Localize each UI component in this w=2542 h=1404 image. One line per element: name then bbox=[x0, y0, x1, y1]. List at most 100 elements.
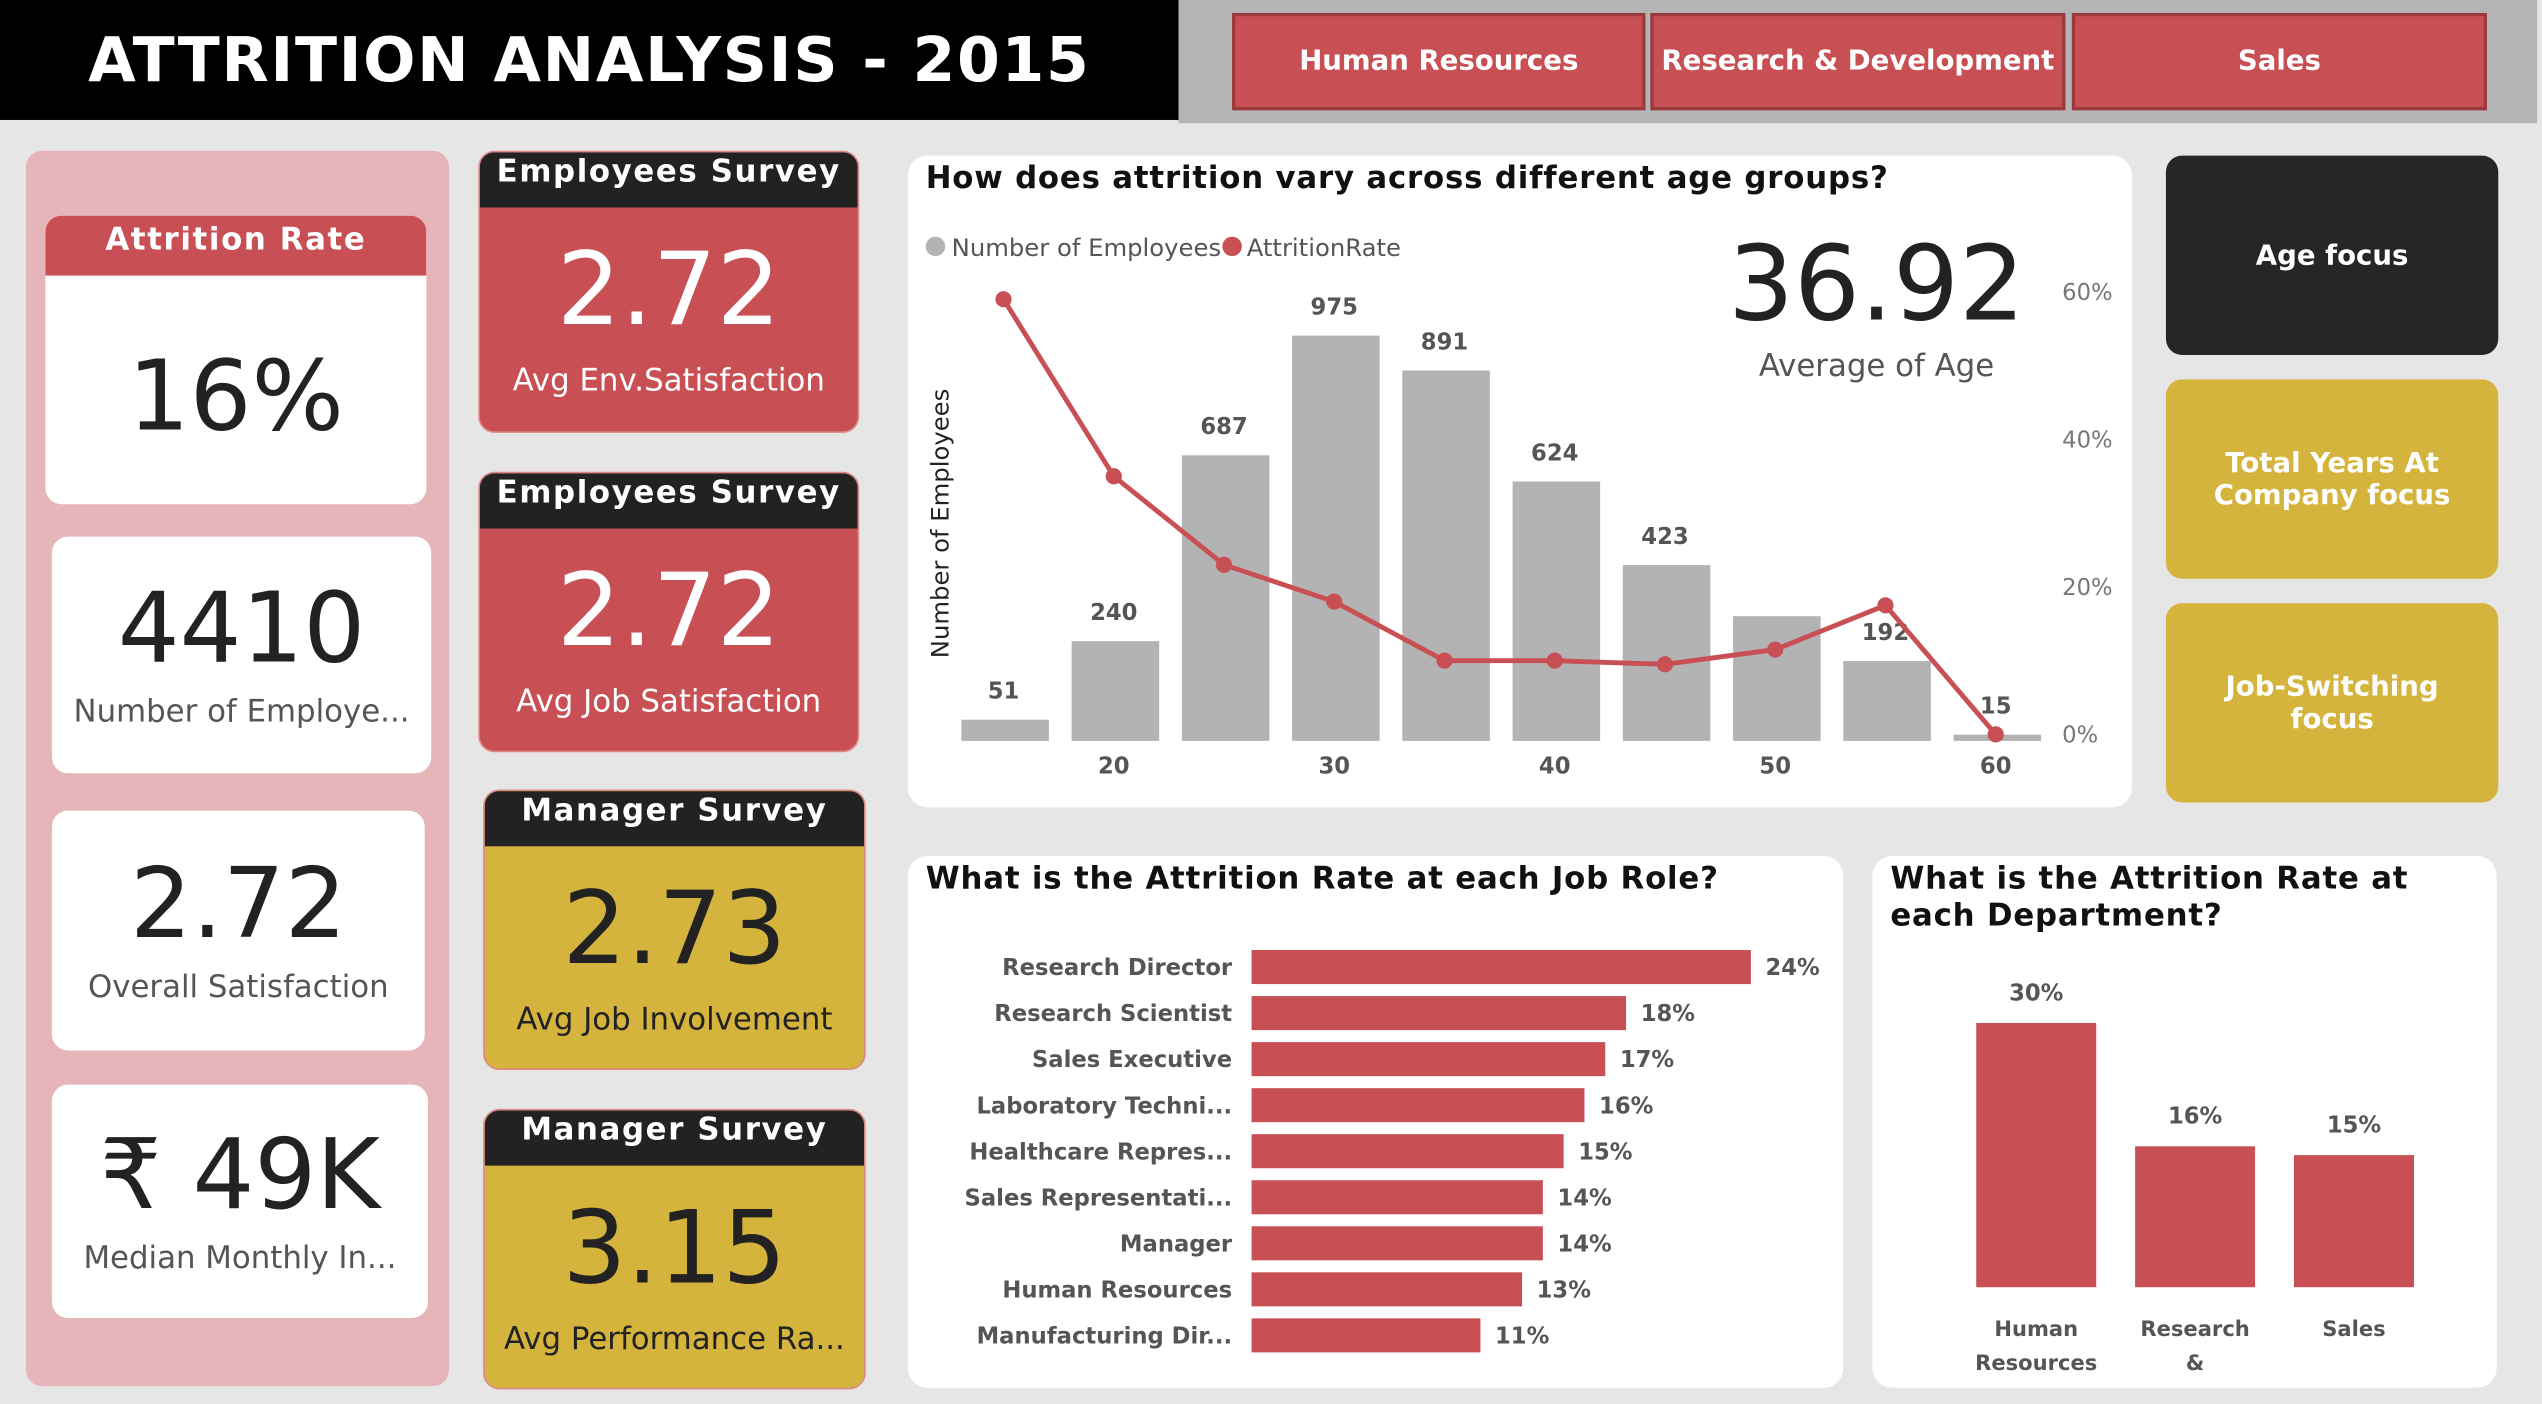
average-age-value: 36.92 bbox=[1728, 225, 2026, 346]
bar-data-label: 687 bbox=[1200, 414, 1247, 440]
job-role-label: Laboratory Techni... bbox=[976, 1093, 1232, 1119]
average-age-card: 36.92 Average of Age bbox=[1686, 225, 2067, 385]
attrition-rate-point bbox=[1436, 652, 1453, 669]
job-satisfaction-card: Employees Survey 2.72 Avg Job Satisfactio… bbox=[478, 471, 860, 753]
income-label: Median Monthly In... bbox=[83, 1240, 397, 1276]
job-role-data-label: 24% bbox=[1765, 955, 1820, 981]
attrition-rate-point bbox=[1767, 641, 1784, 658]
right-axis-tick: 60% bbox=[2062, 280, 2112, 306]
job-role-label: Manager bbox=[1120, 1231, 1233, 1257]
attrition-rate-title: Attrition Rate bbox=[45, 215, 427, 276]
legend-marker-employees bbox=[925, 236, 946, 257]
age-focus-button[interactable]: Age focus bbox=[2165, 155, 2499, 356]
job-role-label: Sales Representati... bbox=[965, 1185, 1233, 1211]
employee-bar bbox=[1843, 661, 1931, 741]
page-title: ATTRITION ANALYSIS - 2015 bbox=[0, 0, 1179, 120]
attrition-rate-point bbox=[995, 291, 1012, 308]
employees-label: Number of Employe... bbox=[73, 693, 410, 730]
job-role-bar bbox=[1251, 1088, 1585, 1123]
survey-header: Manager Survey bbox=[484, 791, 865, 847]
employee-bar bbox=[1071, 641, 1160, 741]
department-category-label: & bbox=[2186, 1350, 2204, 1375]
department-category-label: Research bbox=[2140, 1316, 2249, 1341]
employees-card: 4410 Number of Employe... bbox=[51, 536, 432, 774]
y-axis-label: Number of Employees bbox=[925, 389, 954, 658]
attrition-rate-point bbox=[1546, 652, 1563, 669]
job-role-data-label: 18% bbox=[1641, 1001, 1696, 1027]
legend-label-attrition: AttritionRate bbox=[1247, 233, 1401, 262]
job-role-data-label: 14% bbox=[1557, 1231, 1612, 1257]
department-chart: 30% Human Resources 16% Research & 15% Sales bbox=[1975, 980, 2414, 1375]
job-switching-focus-button[interactable]: Job-Switching focus bbox=[2165, 603, 2499, 803]
attrition-rate-point bbox=[1656, 656, 1674, 673]
job-role-data-label: 17% bbox=[1620, 1047, 1675, 1073]
job-role-data-label: 13% bbox=[1537, 1277, 1592, 1303]
nav-sales-button[interactable]: Sales bbox=[2071, 12, 2487, 111]
job-role-data-label: 15% bbox=[1578, 1139, 1633, 1165]
x-tick-label: 20 bbox=[1098, 753, 1130, 779]
attrition-rate-card: Attrition Rate 16% bbox=[45, 215, 427, 505]
job-role-label: Research Director bbox=[1002, 955, 1233, 981]
job-role-bar bbox=[1251, 1180, 1543, 1215]
age-chart-panel: How does attrition vary across different… bbox=[907, 155, 2132, 808]
nav-research-development-button[interactable]: Research & Development bbox=[1650, 12, 2066, 111]
employee-bar bbox=[1181, 455, 1270, 741]
survey-value: 2.73 bbox=[562, 868, 787, 987]
job-role-bar bbox=[1251, 1272, 1523, 1307]
satisfaction-value: 2.72 bbox=[130, 847, 347, 962]
legend-label-employees: Number of Employees bbox=[952, 233, 1221, 262]
employee-bar bbox=[1622, 565, 1711, 741]
attrition-rate-point bbox=[1326, 593, 1343, 610]
job-role-label: Manufacturing Dir... bbox=[977, 1323, 1232, 1349]
survey-value: 3.15 bbox=[562, 1187, 787, 1306]
job-role-chart: Research Director 24% Research Scientist 18… bbox=[965, 950, 1820, 1353]
department-bar bbox=[1976, 1022, 2097, 1288]
age-chart: Number of Employees AttritionRate Number o… bbox=[925, 233, 2112, 779]
survey-label: Avg Performance Ra... bbox=[504, 1320, 845, 1357]
performance-rating-card: Manager Survey 3.15 Avg Performance Ra... bbox=[483, 1108, 866, 1390]
employee-bar bbox=[1512, 481, 1601, 741]
job-role-label: Healthcare Repres... bbox=[969, 1139, 1232, 1165]
legend-marker-attrition bbox=[1222, 236, 1242, 257]
job-role-label: Sales Executive bbox=[1032, 1047, 1232, 1073]
job-role-chart-title: What is the Attrition Rate at each Job R… bbox=[925, 860, 1719, 897]
right-axis-tick: 0% bbox=[2062, 723, 2098, 749]
department-category-label: Resources bbox=[1975, 1350, 2097, 1375]
right-axis-tick: 40% bbox=[2062, 427, 2112, 453]
survey-header: Employees Survey bbox=[479, 473, 858, 529]
job-role-label: Human Resources bbox=[1002, 1277, 1232, 1303]
bar-data-label: 624 bbox=[1531, 440, 1578, 466]
average-age-label: Average of Age bbox=[1758, 349, 1995, 385]
age-chart-title: How does attrition vary across different… bbox=[925, 160, 1889, 197]
attrition-rate-point bbox=[1987, 726, 2004, 743]
x-tick-label: 40 bbox=[1539, 753, 1571, 779]
job-role-data-label: 14% bbox=[1557, 1185, 1612, 1211]
job-role-bar bbox=[1251, 996, 1627, 1031]
income-card: ₹ 49K Median Monthly In... bbox=[51, 1084, 428, 1319]
attrition-rate-point bbox=[1877, 597, 1894, 614]
attrition-rate-line bbox=[1001, 297, 1998, 736]
attrition-rate-point bbox=[1215, 556, 1233, 573]
survey-label: Avg Job Satisfaction bbox=[516, 683, 822, 720]
department-data-label: 16% bbox=[2168, 1104, 2223, 1130]
nav-human-resources-button[interactable]: Human Resources bbox=[1232, 12, 1646, 111]
job-role-label: Research Scientist bbox=[994, 1001, 1232, 1027]
department-bar bbox=[2135, 1146, 2256, 1288]
job-role-data-label: 11% bbox=[1495, 1323, 1550, 1349]
job-role-bar bbox=[1251, 1134, 1564, 1169]
bar-data-label: 891 bbox=[1421, 329, 1468, 355]
x-tick-label: 60 bbox=[1980, 753, 2012, 779]
survey-label: Avg Env.Satisfaction bbox=[512, 363, 825, 399]
bar-data-label: 975 bbox=[1311, 295, 1358, 321]
job-role-bar bbox=[1251, 1226, 1543, 1261]
bar-data-label: 15 bbox=[1980, 694, 2012, 720]
department-data-label: 15% bbox=[2327, 1112, 2382, 1138]
survey-label: Avg Job Involvement bbox=[516, 1001, 833, 1037]
department-bar bbox=[2293, 1155, 2414, 1288]
attrition-rate-point bbox=[1105, 468, 1122, 485]
income-value: ₹ 49K bbox=[99, 1118, 381, 1233]
satisfaction-card: 2.72 Overall Satisfaction bbox=[51, 810, 425, 1051]
survey-value: 2.72 bbox=[556, 550, 781, 669]
company-years-focus-button[interactable]: Total Years At Company focus bbox=[2165, 379, 2499, 579]
survey-header: Manager Survey bbox=[484, 1110, 865, 1166]
